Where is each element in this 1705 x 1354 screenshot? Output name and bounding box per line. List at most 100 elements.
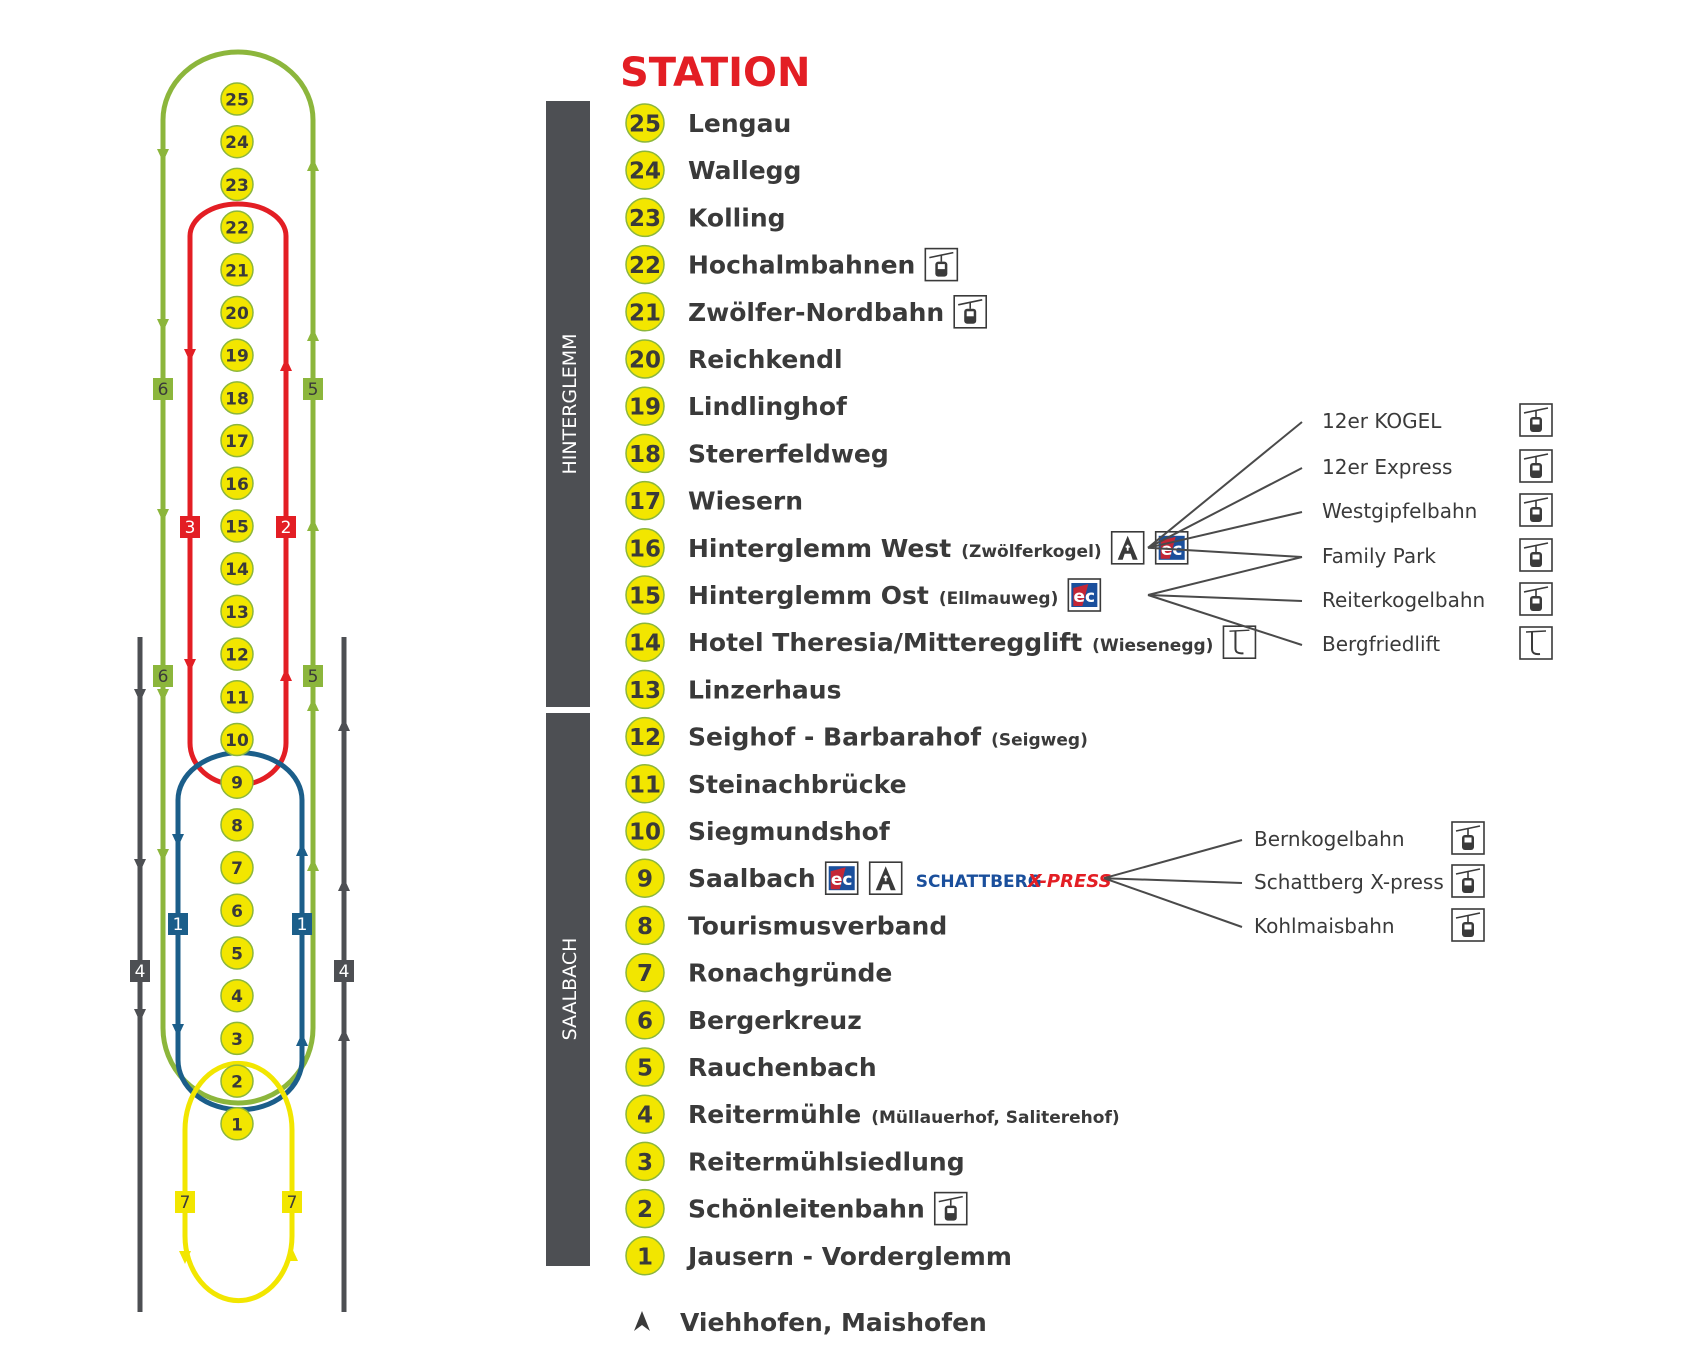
station-name: Lindlinghof [688, 392, 848, 421]
station-dot [220, 680, 254, 714]
station-number: 11 [629, 772, 661, 798]
station-number-badge [625, 575, 665, 615]
lift-connector-line [1147, 556, 1303, 596]
routes-layer [134, 49, 350, 1312]
station-name: Tourismusverband [688, 911, 947, 940]
station-number: 6 [637, 1008, 653, 1034]
route-6-arrow [157, 849, 169, 862]
lift-connections: 12er KOGEL 12er Express Westgipfelbahn Fami… [1103, 403, 1553, 942]
gondola-icon [933, 1191, 968, 1226]
gondola-window [966, 311, 974, 317]
station-dot-number: 23 [225, 176, 249, 196]
route-2-arrow [280, 668, 292, 681]
station-dot [220, 1021, 254, 1056]
route-badge-1 [292, 913, 312, 935]
station-number: 17 [629, 489, 661, 515]
route-badges-layer: 6 56 53 21 14 47 7 [130, 378, 354, 1213]
logo-word-xpress: X-PRESS [1027, 871, 1112, 892]
route-1-arrow [172, 834, 184, 847]
station-row: 21 Zwölfer-Nordbahn [625, 292, 988, 332]
gondola-icon [1519, 493, 1553, 527]
station-row: 3 Reitermühlsiedlung [625, 1141, 965, 1182]
lift-connector-line [1103, 839, 1243, 880]
gondola-window [1532, 598, 1540, 604]
lift-name: Bergfriedlift [1322, 632, 1440, 656]
station-dot-number: 14 [225, 560, 249, 580]
station-sub: (Seigweg) [991, 731, 1088, 751]
station-name: Hinterglemm West [688, 534, 951, 563]
station-number-badge [625, 1000, 665, 1040]
station-number: 2 [637, 1197, 653, 1223]
station-name: Jausern - Vorderglemm [686, 1242, 1012, 1271]
station-dot [220, 850, 254, 885]
station-name: Hotel Theresia/Mitteregglift [688, 628, 1082, 657]
route-7-loop [182, 1060, 295, 1304]
station-dot [220, 124, 254, 159]
gondola-window [1532, 554, 1540, 560]
route-7-arrow [286, 1248, 298, 1261]
station-number-badge [625, 1094, 665, 1134]
station-number-badge [625, 716, 665, 757]
station-dot-number: 18 [225, 389, 249, 409]
station-sub: (Ellmauweg) [939, 589, 1059, 609]
ski-lift-tbar [1234, 631, 1244, 655]
ski-lift-tbar [1531, 632, 1541, 656]
station-dot-number: 3 [231, 1030, 243, 1050]
station-dot-number: 12 [225, 646, 249, 666]
station-name: Rauchenbach [688, 1053, 877, 1082]
station-number: 15 [629, 584, 661, 610]
logo-word-schattberg: SCHATTBERG [916, 872, 1042, 892]
ski-lift-icon [1519, 626, 1553, 660]
pharmacy-icon [868, 861, 903, 896]
ec-atm-icon: ec [824, 861, 859, 896]
station-dot [220, 1107, 254, 1141]
route-5-6-loop [160, 49, 316, 1106]
station-dot-number: 15 [225, 518, 249, 538]
route-badge-6 [153, 665, 173, 687]
ec-letters: ec [1074, 587, 1096, 607]
footer-destination: Viehhofen, Maishofen [680, 1308, 987, 1337]
route-badge-5-label: 5 [308, 380, 319, 400]
station-dot [220, 466, 254, 501]
station-dot-number: 24 [225, 133, 249, 153]
station-row: 19 Lindlinghof [625, 386, 848, 426]
station-row: 23 Kolling [625, 197, 786, 238]
station-number: 9 [637, 867, 653, 893]
lift-name: Schattberg X-press [1254, 870, 1444, 894]
ski-lift-icon [1222, 625, 1257, 660]
station-row: 4 Reitermühle (Müllauerhof, Saliterehof) [625, 1094, 1120, 1134]
route-badge-1 [168, 913, 188, 935]
ec-letters: ec [831, 870, 853, 890]
station-row: 25 Lengau [625, 103, 791, 143]
station-name: Linzerhaus [688, 675, 841, 704]
route-7-arrow [179, 1251, 191, 1264]
page-title: STATION [620, 50, 811, 96]
station-number-badge [625, 1236, 665, 1276]
route-badge-2 [276, 516, 296, 538]
station-name: Wallegg [688, 156, 801, 185]
pharmacy-icon [1110, 530, 1145, 565]
station-name: Reitermühle [688, 1100, 861, 1129]
route-4-arrow [338, 878, 350, 891]
station-number-badge [625, 764, 665, 804]
station-dot [220, 936, 254, 970]
station-row: 16 Hinterglemm West (Zwölferkogel) ec [625, 528, 1189, 568]
pharmacy-cross [883, 875, 888, 882]
gondola-window [1464, 837, 1472, 843]
station-dot [220, 893, 254, 928]
route-6-arrow [157, 689, 169, 702]
station-number-badge [625, 952, 665, 993]
station-number: 3 [637, 1150, 653, 1176]
station-dot-number: 2 [231, 1073, 243, 1093]
station-dot [220, 509, 254, 543]
station-name: Ronachgründe [688, 959, 892, 988]
pharmacy-cross [1125, 544, 1130, 551]
station-number-badge [625, 1188, 665, 1229]
station-name: Steinachbrücke [688, 770, 907, 799]
station-row: 24 Wallegg [625, 150, 801, 190]
route-5-arrow [307, 858, 319, 871]
station-number: 8 [637, 914, 653, 940]
lift-connector-line [1147, 421, 1303, 549]
